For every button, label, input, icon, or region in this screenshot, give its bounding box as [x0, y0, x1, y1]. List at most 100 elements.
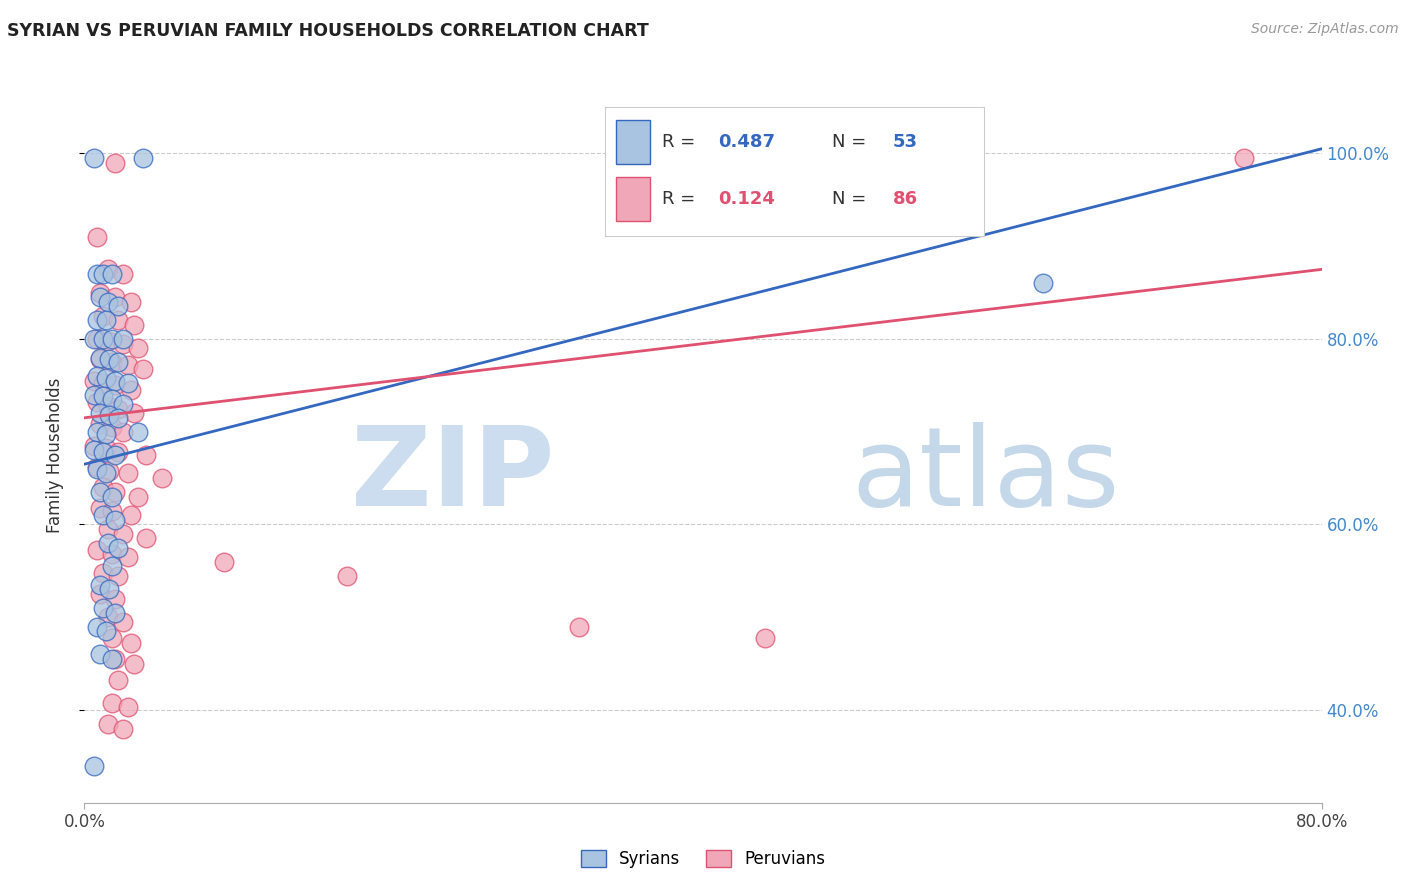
Point	[112, 332, 135, 346]
Point	[91, 601, 114, 615]
Point	[89, 417, 111, 432]
Point	[86, 543, 108, 558]
Point	[83, 332, 105, 346]
Text: 0.487: 0.487	[718, 133, 776, 151]
Point	[101, 490, 124, 504]
Point	[89, 485, 111, 500]
Point	[132, 361, 155, 376]
Point	[98, 408, 121, 422]
Point	[754, 631, 776, 645]
Text: ZIP: ZIP	[352, 422, 554, 529]
Point	[132, 151, 155, 165]
Point	[86, 425, 108, 439]
Point	[83, 443, 105, 458]
Point	[94, 371, 117, 385]
Point	[112, 425, 135, 439]
Point	[101, 503, 124, 517]
Point	[83, 439, 105, 453]
Point	[104, 290, 127, 304]
Point	[120, 294, 142, 309]
Point	[98, 464, 121, 478]
Point	[101, 559, 124, 574]
Point	[91, 376, 114, 391]
Point	[107, 541, 129, 555]
Point	[107, 401, 129, 416]
Bar	[616, 120, 650, 164]
Point	[98, 582, 121, 597]
Point	[101, 696, 124, 710]
Point	[212, 555, 235, 569]
Point	[107, 355, 129, 369]
Point	[86, 369, 108, 384]
Point	[128, 341, 150, 355]
Point	[86, 462, 108, 476]
Point	[135, 532, 157, 546]
Point	[107, 568, 129, 582]
Point	[112, 526, 135, 541]
Point	[94, 624, 117, 639]
Point	[117, 376, 139, 391]
Point	[117, 358, 139, 372]
Point	[104, 155, 127, 169]
Point	[83, 758, 105, 772]
Point	[122, 406, 145, 420]
Point	[101, 420, 124, 434]
Point	[89, 351, 111, 365]
Point	[91, 389, 114, 403]
Text: N =: N =	[832, 190, 872, 208]
Point	[86, 332, 108, 346]
Point	[91, 309, 114, 323]
Point	[86, 267, 108, 281]
Point	[91, 508, 114, 523]
Point	[150, 471, 173, 485]
Point	[89, 587, 111, 601]
Point	[91, 445, 114, 459]
Bar	[616, 177, 650, 221]
Point	[104, 374, 127, 388]
Point	[107, 300, 129, 314]
Point	[89, 406, 111, 420]
Point	[120, 636, 142, 650]
Point	[122, 657, 145, 671]
Point	[97, 522, 120, 536]
Y-axis label: Family Households: Family Households	[45, 377, 63, 533]
Point	[101, 547, 124, 561]
Point	[120, 508, 142, 523]
Point	[86, 313, 108, 327]
Point	[97, 399, 120, 413]
Point	[94, 442, 117, 456]
Point	[97, 536, 120, 550]
Point	[112, 722, 135, 736]
Point	[89, 500, 111, 515]
Point	[104, 591, 127, 606]
Point	[128, 425, 150, 439]
Point	[112, 267, 135, 281]
Point	[117, 467, 139, 481]
Text: 0.124: 0.124	[718, 190, 775, 208]
Point	[336, 568, 359, 582]
Point	[107, 445, 129, 459]
Point	[104, 378, 127, 392]
Point	[97, 262, 120, 277]
Point	[89, 290, 111, 304]
Point	[117, 700, 139, 714]
Point	[107, 313, 129, 327]
Point	[104, 652, 127, 666]
Point	[112, 336, 135, 351]
Legend: Syrians, Peruvians: Syrians, Peruvians	[575, 843, 831, 874]
Point	[89, 285, 111, 300]
Point	[89, 648, 111, 662]
Text: Source: ZipAtlas.com: Source: ZipAtlas.com	[1251, 22, 1399, 37]
Point	[107, 410, 129, 425]
Point	[101, 355, 124, 369]
Point	[101, 267, 124, 281]
Point	[101, 652, 124, 666]
Point	[91, 267, 114, 281]
Point	[1233, 151, 1256, 165]
Point	[83, 387, 105, 401]
Point	[107, 673, 129, 688]
Point	[120, 383, 142, 397]
Point	[91, 480, 114, 494]
Point	[89, 578, 111, 592]
Point	[112, 397, 135, 411]
